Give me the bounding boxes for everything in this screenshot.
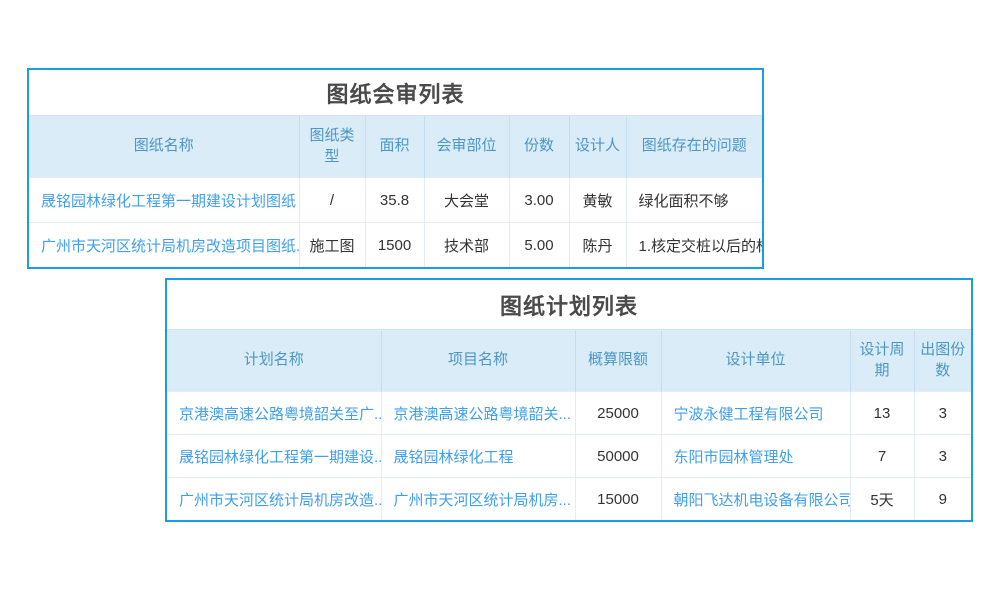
- cell-project-name: 广州市天河区统计局机房...: [380, 477, 575, 521]
- cell-designer: 陈丹: [568, 222, 626, 268]
- cell-problems: 绿化面积不够: [625, 177, 764, 223]
- table-row: 广州市天河区统计局机房改造项目图纸... 施工图 1500 技术部 5.00 陈…: [28, 222, 764, 268]
- review-table-title-row: 图纸会审列表: [28, 69, 764, 116]
- cell-review-dept: 大会堂: [423, 177, 509, 223]
- review-table: 图纸会审列表 图纸名称 图纸类型 面积 会审部位 份数 设计人 图纸存在的问题 …: [27, 68, 765, 269]
- cell-copies: 3.00: [508, 177, 569, 223]
- cell-drawing-name: 广州市天河区统计局机房改造项目图纸...: [28, 222, 299, 268]
- cell-print-copies: 9: [913, 477, 973, 521]
- design-unit-link[interactable]: 东阳市园林管理处: [673, 448, 794, 466]
- design-unit-link[interactable]: 朝阳飞达机电设备有限公司: [673, 491, 851, 509]
- table-row: 晟铭园林绿化工程第一期建设计划图纸 / 35.8 大会堂 3.00 黄敏 绿化面…: [28, 177, 764, 223]
- project-name-link[interactable]: 京港澳高速公路粤境韶关...: [393, 405, 572, 423]
- col-header-design-unit: 设计单位: [660, 329, 850, 392]
- col-header-designer: 设计人: [568, 115, 626, 178]
- cell-print-copies: 3: [913, 391, 973, 435]
- plan-table-title-row: 图纸计划列表: [166, 279, 973, 330]
- plan-table: 图纸计划列表 计划名称 项目名称 概算限额 设计单位 设计周期 出图份数 京港澳…: [165, 278, 974, 522]
- cell-budget-limit: 15000: [574, 477, 661, 521]
- cell-drawing-type: 施工图: [298, 222, 365, 268]
- cell-design-unit: 宁波永健工程有限公司: [660, 391, 850, 435]
- cell-drawing-type: /: [298, 177, 365, 223]
- drawing-name-link[interactable]: 晟铭园林绿化工程第一期建设计划图纸: [41, 192, 297, 210]
- plan-name-link[interactable]: 晟铭园林绿化工程第一期建设...: [179, 448, 381, 466]
- table-row: 广州市天河区统计局机房改造... 广州市天河区统计局机房... 15000 朝阳…: [166, 477, 973, 521]
- plan-table-title: 图纸计划列表: [166, 279, 973, 330]
- project-name-link[interactable]: 广州市天河区统计局机房...: [393, 491, 572, 509]
- cell-design-unit: 东阳市园林管理处: [660, 434, 850, 478]
- cell-budget-limit: 25000: [574, 391, 661, 435]
- col-header-plan-name: 计划名称: [166, 329, 381, 392]
- col-header-budget-limit: 概算限额: [574, 329, 661, 392]
- cell-copies: 5.00: [508, 222, 569, 268]
- plan-name-link[interactable]: 广州市天河区统计局机房改造...: [179, 491, 381, 509]
- col-header-area: 面积: [364, 115, 424, 178]
- col-header-print-copies: 出图份数: [913, 329, 973, 392]
- col-header-drawing-type: 图纸类型: [298, 115, 365, 178]
- table-row: 京港澳高速公路粤境韶关至广... 京港澳高速公路粤境韶关... 25000 宁波…: [166, 391, 973, 435]
- cell-project-name: 京港澳高速公路粤境韶关...: [380, 391, 575, 435]
- col-header-review-dept: 会审部位: [423, 115, 509, 178]
- design-unit-link[interactable]: 宁波永健工程有限公司: [673, 405, 824, 423]
- cell-project-name: 晟铭园林绿化工程: [380, 434, 575, 478]
- cell-plan-name: 晟铭园林绿化工程第一期建设...: [166, 434, 381, 478]
- plan-table-header-row: 计划名称 项目名称 概算限额 设计单位 设计周期 出图份数: [166, 329, 973, 392]
- cell-print-copies: 3: [913, 434, 973, 478]
- cell-review-dept: 技术部: [423, 222, 509, 268]
- cell-design-cycle: 5天: [849, 477, 914, 521]
- cell-plan-name: 京港澳高速公路粤境韶关至广...: [166, 391, 381, 435]
- cell-area: 35.8: [364, 177, 424, 223]
- col-header-copies: 份数: [508, 115, 569, 178]
- review-table-header-row: 图纸名称 图纸类型 面积 会审部位 份数 设计人 图纸存在的问题: [28, 115, 764, 178]
- drawing-name-link[interactable]: 广州市天河区统计局机房改造项目图纸...: [41, 237, 299, 255]
- col-header-drawing-name: 图纸名称: [28, 115, 299, 178]
- col-header-project-name: 项目名称: [380, 329, 575, 392]
- col-header-problems: 图纸存在的问题: [625, 115, 764, 178]
- cell-area: 1500: [364, 222, 424, 268]
- cell-problems: 1.核定交桩以后的标...: [625, 222, 764, 268]
- cell-design-cycle: 13: [849, 391, 914, 435]
- cell-budget-limit: 50000: [574, 434, 661, 478]
- project-name-link[interactable]: 晟铭园林绿化工程: [393, 448, 514, 466]
- col-header-design-cycle: 设计周期: [849, 329, 914, 392]
- cell-plan-name: 广州市天河区统计局机房改造...: [166, 477, 381, 521]
- cell-design-cycle: 7: [849, 434, 914, 478]
- cell-drawing-name: 晟铭园林绿化工程第一期建设计划图纸: [28, 177, 299, 223]
- cell-designer: 黄敏: [568, 177, 626, 223]
- plan-name-link[interactable]: 京港澳高速公路粤境韶关至广...: [179, 405, 381, 423]
- table-row: 晟铭园林绿化工程第一期建设... 晟铭园林绿化工程 50000 东阳市园林管理处…: [166, 434, 973, 478]
- review-table-title: 图纸会审列表: [28, 69, 764, 116]
- cell-design-unit: 朝阳飞达机电设备有限公司: [660, 477, 851, 521]
